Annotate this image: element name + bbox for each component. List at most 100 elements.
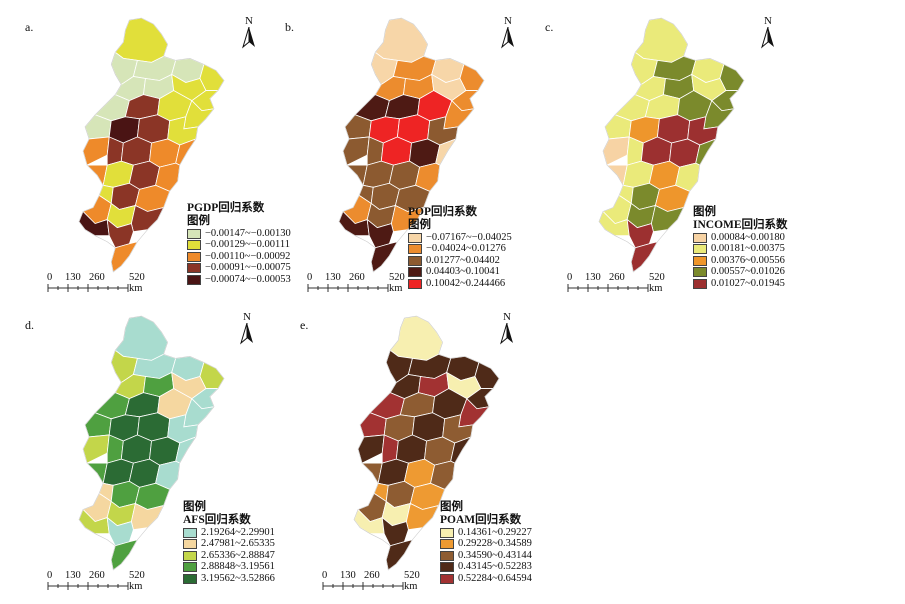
- legend-item: 2.47981~2.65335: [183, 538, 275, 551]
- legend-subtitle: 图例: [408, 219, 431, 231]
- legend-swatch: [693, 267, 707, 278]
- legend-title: INCOME回归系数: [693, 219, 788, 231]
- choropleth-map: [338, 17, 485, 273]
- legend-swatch: [408, 244, 422, 255]
- legend-item: −0.00110~−0.00092: [187, 251, 291, 263]
- legend-swatch: [693, 244, 707, 255]
- legend-label: 0.00557~0.01026: [711, 266, 785, 278]
- panel-letter: c.: [545, 20, 554, 34]
- legend-swatch: [408, 278, 422, 289]
- choropleth-map: [353, 315, 500, 571]
- legend-title: POAM回归系数: [440, 514, 522, 526]
- scale-tick-label: 520 km: [389, 272, 405, 294]
- north-label: N: [504, 15, 512, 27]
- scale-bar-graphic: [322, 582, 404, 590]
- map-region: [134, 482, 171, 510]
- map-region: [389, 315, 444, 361]
- north-arrow: N: [237, 312, 257, 350]
- legend-item: 0.43145~0.52283: [440, 561, 532, 574]
- legend-swatch: [440, 562, 454, 573]
- legend-title: PGDP回归系数: [187, 202, 265, 214]
- legend-subtitle: 图例: [183, 501, 206, 513]
- scale-tick-label: 260: [89, 272, 105, 283]
- legend-swatch: [408, 267, 422, 278]
- scale-bar: 0 130 260 520 km: [567, 272, 665, 295]
- legend-label: 0.10042~0.244466: [426, 277, 506, 289]
- panel-letter: a.: [25, 20, 34, 34]
- scale-bar: 0 130 260 520 km: [322, 570, 420, 593]
- panel-letter: b.: [285, 20, 294, 34]
- legend-label: −0.07167~−0.04025: [426, 231, 512, 243]
- north-arrow: N: [239, 16, 259, 54]
- choropleth-map: [78, 17, 225, 273]
- map-outline: [338, 17, 485, 273]
- legend-label: 0.29228~0.34589: [458, 538, 532, 550]
- scale-tick-label: 130: [65, 570, 81, 581]
- legend-label: 0.00084~0.00180: [711, 231, 785, 243]
- legend-swatch: [440, 527, 454, 538]
- legend-subtitle: 图例: [693, 206, 716, 218]
- scale-tick-label: 130: [65, 272, 81, 283]
- north-arrow-icon: [501, 26, 514, 49]
- legend-label: 2.47981~2.65335: [201, 538, 275, 550]
- legend-swatch: [440, 573, 454, 584]
- legend-label: −0.00129~−0.00111: [205, 239, 290, 251]
- legend-label: −0.00091~−0.00075: [205, 262, 291, 274]
- legend-label: −0.04024~0.01276: [426, 243, 506, 255]
- scale-tick-label: 520 km: [129, 570, 145, 592]
- north-arrow-icon: [240, 322, 253, 345]
- legend-title: AFS回归系数: [183, 514, 251, 526]
- legend-swatch: [183, 539, 197, 550]
- legend-item: 2.65336~2.88847: [183, 550, 275, 562]
- map-region: [654, 184, 691, 212]
- map-region: [114, 17, 169, 63]
- legend-subtitle: 图例: [440, 501, 463, 513]
- legend-swatch: [408, 232, 422, 243]
- legend-item: −0.00147~−0.00130: [187, 228, 291, 240]
- legend-swatch: [408, 255, 422, 266]
- legend-item: 3.19562~3.52866: [183, 573, 275, 585]
- north-arrow: N: [758, 16, 778, 54]
- panel-letter: e.: [300, 318, 309, 332]
- scale-bar: 0 130 260 520 km: [47, 570, 145, 593]
- legend-title: POP回归系数: [408, 206, 477, 218]
- legend-label: 3.19562~3.52866: [201, 572, 275, 584]
- legend-label: 0.14361~0.29227: [458, 526, 532, 538]
- legend-label: 0.01027~0.01945: [711, 277, 785, 289]
- north-label: N: [764, 15, 772, 27]
- legend-item: 2.88848~3.19561: [183, 561, 275, 574]
- map-region: [366, 218, 394, 249]
- map-panel-c: c. N 图例 INCOME回归系数 0.00084~0.00180 0.00181~0.…: [545, 10, 815, 300]
- choropleth-map: [78, 315, 225, 571]
- legend-item: 0.52284~0.64594: [440, 573, 532, 585]
- map-region: [381, 516, 409, 547]
- legend-subtitle: 图例: [187, 215, 210, 227]
- legend-label: 0.00376~0.00556: [711, 254, 785, 266]
- scale-tick-label: 260: [349, 272, 365, 283]
- legend-swatch: [187, 274, 201, 285]
- map-outline: [78, 17, 225, 273]
- scale-tick-label: 260: [609, 272, 625, 283]
- map-region: [114, 315, 169, 361]
- north-arrow: N: [497, 312, 517, 350]
- scale-bar: 0 130 260 520 km: [307, 272, 405, 295]
- legend-item: 0.00084~0.00180: [693, 232, 788, 244]
- legend-label: −0.00147~−0.00130: [205, 227, 291, 239]
- panel-letter: d.: [25, 318, 34, 332]
- legend-swatch: [440, 539, 454, 550]
- scale-tick-label: 130: [325, 272, 341, 283]
- map-region: [357, 434, 385, 464]
- legend-label: 0.43145~0.52283: [458, 561, 532, 573]
- map-legend: 图例 INCOME回归系数 0.00084~0.00180 0.00181~0.003…: [693, 206, 788, 290]
- legend-item: −0.04024~0.01276: [408, 243, 512, 256]
- scale-tick-label: 0: [47, 272, 53, 283]
- legend-item: 0.14361~0.29227: [440, 527, 532, 539]
- legend-swatch: [183, 550, 197, 561]
- north-label: N: [243, 311, 251, 323]
- legend-item: 0.04403~0.10041: [408, 266, 512, 279]
- legend-swatch: [440, 550, 454, 561]
- map-region: [626, 218, 654, 249]
- map-legend: 图例 AFS回归系数 2.19264~2.29901 2.47981~2.65335 2…: [183, 501, 275, 585]
- scale-bar-graphic: [47, 284, 129, 292]
- scale-bar: 0 130 260 520 km: [47, 272, 145, 295]
